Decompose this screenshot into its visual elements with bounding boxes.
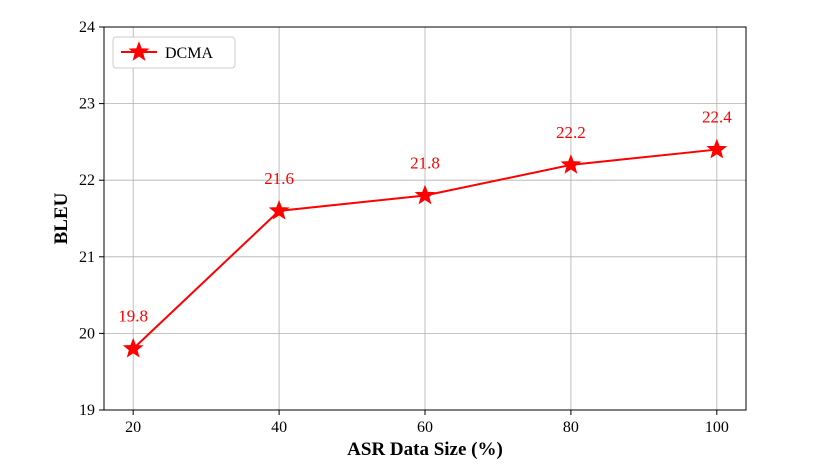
data-label: 19.8 bbox=[118, 307, 148, 326]
data-point-star bbox=[122, 337, 144, 358]
data-point-star bbox=[268, 199, 290, 220]
data-point-star bbox=[414, 184, 436, 205]
y-tick-label: 19 bbox=[79, 402, 95, 419]
data-labels: 19.8 21.6 21.8 22.2 22.4 bbox=[118, 108, 732, 326]
legend-label-dcma: DCMA bbox=[165, 45, 213, 62]
x-tick-label: 20 bbox=[125, 419, 141, 436]
legend-box bbox=[112, 36, 236, 69]
x-axis-title: ASR Data Size (%) bbox=[347, 439, 503, 460]
data-label: 21.8 bbox=[410, 154, 440, 173]
grid-lines bbox=[104, 26, 746, 411]
y-tick-label: 21 bbox=[79, 249, 95, 266]
y-axis-title: BLEU bbox=[51, 192, 72, 244]
data-point-star bbox=[560, 153, 582, 174]
axis-ticks: 20 40 60 80 100 19 20 21 22 23 24 bbox=[79, 19, 729, 436]
y-tick-label: 24 bbox=[79, 19, 95, 36]
data-label: 21.6 bbox=[264, 169, 294, 188]
legend: DCMA bbox=[112, 36, 236, 69]
y-tick-label: 22 bbox=[79, 172, 95, 189]
series-layer bbox=[122, 138, 728, 358]
data-point-star bbox=[706, 138, 728, 159]
y-tick-label: 20 bbox=[79, 325, 95, 342]
data-label: 22.2 bbox=[556, 123, 586, 142]
data-label: 22.4 bbox=[702, 108, 732, 127]
x-tick-label: 80 bbox=[563, 419, 579, 436]
x-tick-label: 100 bbox=[705, 419, 729, 436]
legend-star-marker bbox=[128, 41, 150, 61]
y-tick-label: 23 bbox=[79, 96, 95, 113]
x-tick-label: 60 bbox=[417, 419, 433, 436]
x-tick-label: 40 bbox=[271, 419, 287, 436]
